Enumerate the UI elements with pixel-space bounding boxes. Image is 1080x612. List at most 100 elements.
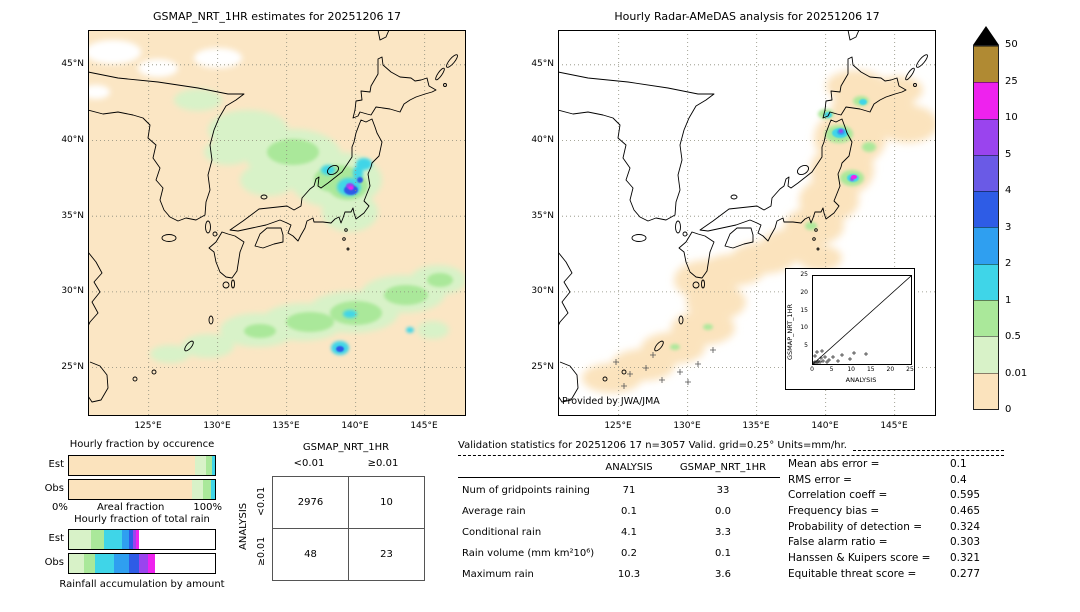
score-label: Probability of detection = bbox=[788, 520, 923, 533]
inset-x-tick: 15 bbox=[866, 366, 875, 373]
bar-segment bbox=[128, 530, 134, 549]
validation-analysis-value: 10.3 bbox=[617, 569, 641, 580]
areal-axis-label: Areal fraction bbox=[96, 502, 165, 513]
scatter-points bbox=[813, 349, 868, 364]
score-label: RMS error = bbox=[788, 473, 852, 486]
score-value: 0.1 bbox=[950, 458, 967, 470]
bar-segment bbox=[203, 480, 211, 499]
colorbar-segment bbox=[974, 372, 998, 409]
validation-row-label: Average rain bbox=[462, 506, 526, 517]
lat-tick-label: 25°N bbox=[531, 362, 554, 372]
occurrence-title: Hourly fraction by occurence bbox=[69, 439, 215, 450]
bar-segment bbox=[69, 480, 192, 499]
inset-y-tick: 20 bbox=[800, 288, 808, 296]
bar-segment bbox=[95, 554, 115, 573]
areal-axis-min: 0% bbox=[52, 502, 68, 513]
score-value: 0.321 bbox=[950, 552, 981, 565]
inset-y-tick: 10 bbox=[800, 324, 808, 332]
est-label-occurrence: Est bbox=[48, 459, 64, 470]
lon-tick-label: 145°E bbox=[880, 421, 908, 431]
lon-tick-label: 140°E bbox=[811, 421, 839, 431]
colorbar-tick-label: 10 bbox=[1005, 112, 1018, 123]
contingency-row-group: ANALYSIS bbox=[238, 502, 249, 550]
lat-tick-label: 45°N bbox=[61, 59, 84, 69]
bar-segment bbox=[121, 530, 129, 549]
bar-segment bbox=[212, 456, 215, 475]
bar-segment bbox=[69, 456, 195, 475]
bar-segment bbox=[128, 554, 140, 573]
inset-x-axis: 0 5 10 15 20 25 bbox=[806, 366, 916, 373]
gsmap-background-field bbox=[88, 30, 466, 416]
bar-segment bbox=[139, 554, 148, 573]
validation-analysis-value: 0.1 bbox=[621, 506, 637, 517]
score-value: 0.277 bbox=[950, 567, 981, 580]
validation-title: Validation statistics for 20251206 17 n=… bbox=[458, 440, 847, 451]
validation-col-analysis: ANALYSIS bbox=[605, 462, 653, 473]
bar-segment bbox=[69, 554, 84, 573]
est-label-total: Est bbox=[48, 533, 64, 544]
inset-x-tick: 25 bbox=[906, 366, 914, 373]
contingency-row-label-lt: <0.01 bbox=[256, 486, 267, 516]
contingency-col-group: GSMAP_NRT_1HR bbox=[302, 442, 390, 453]
title-dash-fill bbox=[852, 443, 1004, 451]
colorbar-tick-label: 3 bbox=[1005, 221, 1012, 233]
score-row: Mean abs error = 0.1 bbox=[788, 457, 1004, 473]
credit-text: Provided by JWA/JMA bbox=[562, 396, 660, 407]
validation-row-label: Maximum rain bbox=[462, 569, 534, 580]
colorbar-tick-label: 0.01 bbox=[1005, 367, 1028, 379]
bar-segment bbox=[136, 530, 140, 549]
colorbar-tick-label: 50 bbox=[1005, 39, 1018, 50]
validation-col-gsmap: GSMAP_NRT_1HR bbox=[679, 462, 767, 473]
station-plus-marks bbox=[613, 347, 716, 389]
colorbar-labels: 50 25 10 5 4 3 2 1 0.5 0.01 0 bbox=[1005, 39, 1027, 416]
colorbar-tick-label: 5 bbox=[1005, 148, 1012, 160]
score-value: 0.303 bbox=[950, 536, 981, 549]
colorbar-segment bbox=[974, 191, 998, 228]
score-row: Hanssen & Kuipers score = 0.321 bbox=[788, 551, 1004, 567]
right-map-lon-axis: 125°E 130°E 135°E 140°E 145°E bbox=[594, 420, 918, 433]
lat-tick-label: 45°N bbox=[531, 59, 554, 69]
bar-segment bbox=[133, 530, 137, 549]
validation-title-row: Validation statistics for 20251206 17 n=… bbox=[458, 440, 1004, 451]
bar-segment bbox=[147, 554, 156, 573]
score-label: Equitable threat score = bbox=[788, 567, 917, 580]
lon-tick-label: 125°E bbox=[604, 421, 632, 431]
contingency-cell-10: 48 bbox=[272, 528, 349, 581]
left-map-lon-axis: 125°E 130°E 135°E 140°E 145°E bbox=[124, 420, 448, 433]
lat-tick-label: 40°N bbox=[531, 134, 554, 145]
contingency-table: 2976 10 48 23 bbox=[272, 476, 425, 581]
colorbar-tick-label: 2 bbox=[1005, 258, 1012, 269]
score-row: Probability of detection = 0.324 bbox=[788, 520, 1004, 536]
validation-gsmap-value: 0.0 bbox=[715, 506, 731, 517]
areal-fraction-axis: 0% Areal fraction 100% bbox=[52, 502, 222, 513]
validation-gsmap-value: 3.6 bbox=[715, 569, 731, 580]
score-row: RMS error = 0.4 bbox=[788, 473, 1004, 489]
inset-xlabel: ANALYSIS bbox=[845, 376, 877, 384]
total-rain-title: Hourly fraction of total rain bbox=[74, 514, 210, 525]
bar-segment bbox=[194, 456, 207, 475]
no-data-patches bbox=[88, 40, 242, 99]
validation-analysis-value: 4.1 bbox=[621, 527, 637, 538]
lon-tick-label: 145°E bbox=[410, 421, 438, 431]
score-row: Correlation coeff = 0.595 bbox=[788, 488, 1004, 504]
colorbar-segment bbox=[974, 46, 998, 83]
lat-tick-label: 35°N bbox=[531, 210, 554, 221]
colorbar-segment bbox=[974, 118, 998, 155]
lat-tick-label: 30°N bbox=[61, 286, 84, 297]
contingency-cell-11: 23 bbox=[348, 528, 425, 581]
colorbar-segment bbox=[974, 336, 998, 373]
radar-magenta-dot bbox=[851, 175, 857, 179]
colorbar-tick-label: 4 bbox=[1005, 185, 1012, 196]
score-value: 0.4 bbox=[950, 473, 967, 486]
inset-x-tick: 20 bbox=[886, 366, 895, 373]
analysis-coverage-blobs bbox=[582, 70, 936, 393]
colorbar-segment bbox=[974, 227, 998, 264]
colorbar-segment bbox=[974, 263, 998, 301]
colorbar-tick-label: 0.5 bbox=[1005, 331, 1021, 342]
lat-tick-label: 25°N bbox=[61, 362, 84, 372]
total-bar-est bbox=[68, 529, 216, 550]
colorbar-tick-label: 1 bbox=[1005, 294, 1012, 306]
lon-tick-label: 140°E bbox=[341, 421, 369, 431]
score-label: Mean abs error = bbox=[788, 458, 880, 470]
inset-x-tick: 10 bbox=[847, 366, 855, 373]
